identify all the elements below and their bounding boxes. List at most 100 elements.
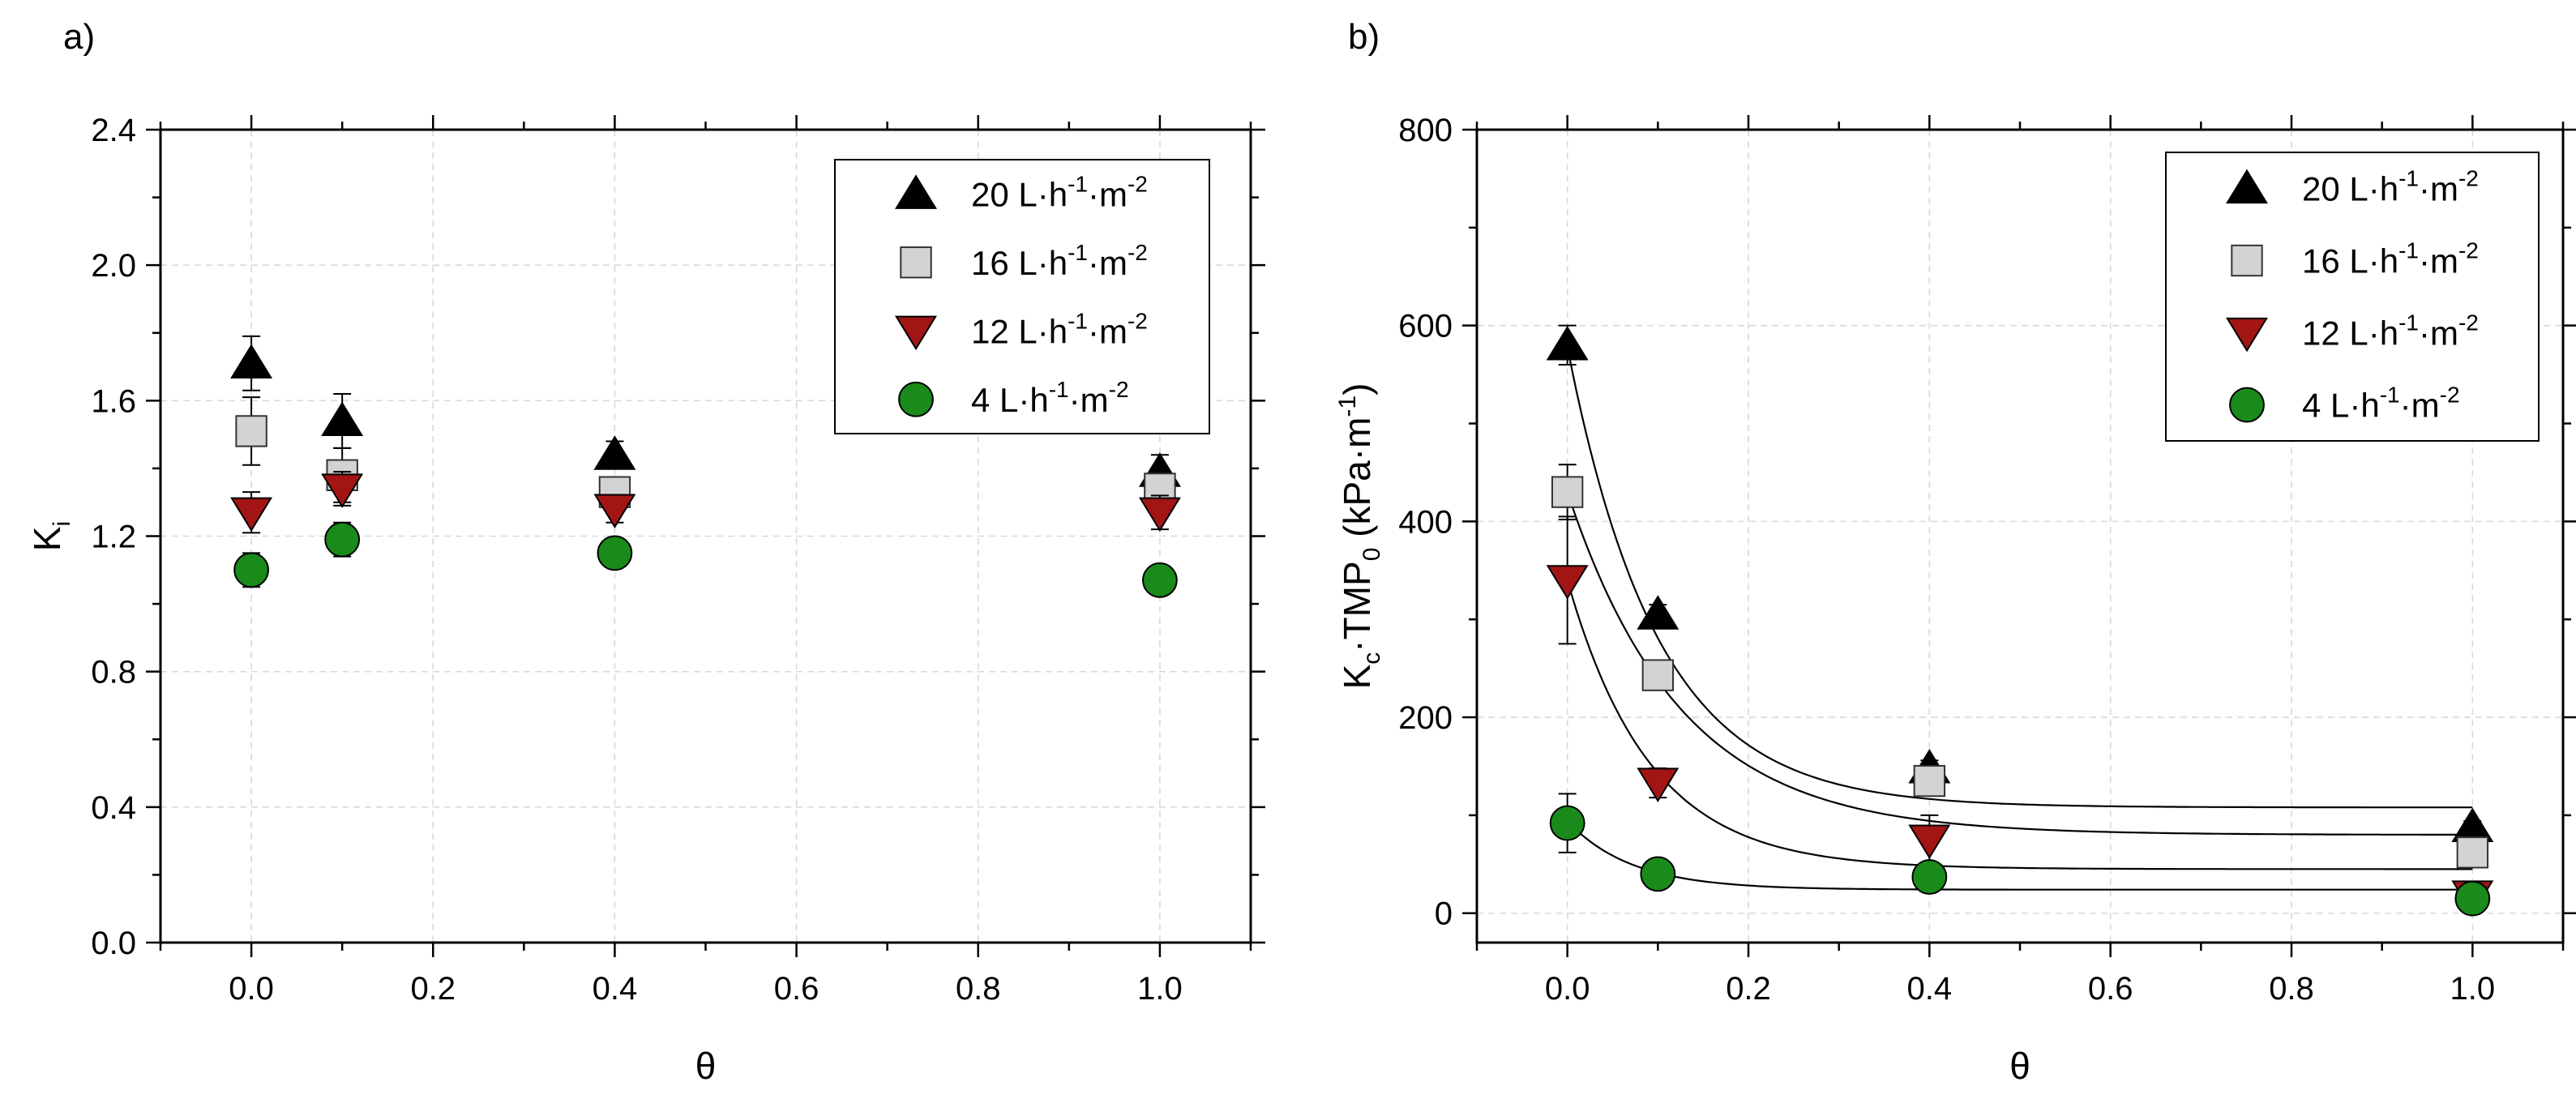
y-tick-label: 0.8 (91, 655, 136, 691)
legend-label-sup: -2 (2458, 238, 2479, 263)
x-tick-label: 1.0 (2450, 971, 2496, 1007)
x-tick-label: 1.0 (1137, 971, 1183, 1007)
legend-marker (2226, 317, 2268, 353)
legend-label-sup: -1 (2398, 238, 2419, 263)
y-title-main: K (1336, 664, 1378, 689)
fit-curve (1566, 491, 2473, 836)
data-point (230, 497, 273, 532)
legend-label-sup: -1 (2380, 383, 2400, 408)
fit-curve (1566, 579, 2473, 870)
legend: 20 L·h-1·m-216 L·h-1·m-212 L·h-1·m-24 L·… (2165, 152, 2540, 442)
y-axis-title: Kc·TMP0 (kPa·m-1) (1334, 383, 1385, 690)
data-point (2451, 807, 2494, 843)
y-title-units-sup: -1 (1334, 396, 1361, 417)
x-axis-title: θ (2009, 1045, 2030, 1087)
legend-label: 12 L·h-1·m-2 (971, 308, 1148, 350)
y-axis-title: Ki (26, 521, 75, 551)
legend-label: 16 L·h-1·m-2 (971, 240, 1148, 282)
data-point (230, 344, 273, 378)
x-tick-label: 0.6 (774, 971, 819, 1007)
data-point (1138, 497, 1181, 532)
x-tick-label: 0.2 (410, 971, 456, 1007)
fit-curve (1566, 820, 2473, 891)
legend-label: 12 L·h-1·m-2 (2302, 310, 2479, 353)
legend-label-text: ·m (2419, 242, 2458, 280)
y-tick-label: 400 (1398, 504, 1453, 540)
legend-label-text: ·m (1088, 175, 1128, 213)
data-point (2456, 836, 2489, 869)
y-tick-label: 0 (1435, 896, 1453, 932)
y-tick-label: 0.4 (91, 790, 136, 826)
data-point (1546, 325, 1589, 361)
legend-marker (2229, 387, 2265, 423)
data-point (1637, 768, 1680, 802)
data-point (1641, 659, 1675, 691)
panel-b: b) 0.0 0.2 0.4 0.6 0.8 1.0 0 200 400 600 800 θ Kc·TMP… (1334, 17, 2576, 1087)
legend-label-sup: -1 (2398, 166, 2419, 191)
data-point (1549, 805, 1585, 841)
y-tick-label: 2.4 (91, 113, 136, 148)
legend-label-text: ·m (1088, 244, 1128, 282)
series-3 (1549, 793, 2491, 917)
x-tick-label: 0.4 (1907, 971, 1953, 1007)
legend-label: 20 L·h-1·m-2 (2302, 166, 2479, 208)
legend-label-sup: -2 (1128, 171, 1148, 196)
series-2 (1546, 515, 2494, 915)
legend-label-sup: -1 (2398, 310, 2419, 336)
data-point (1640, 856, 1676, 892)
x-tick-label: 0.8 (956, 971, 1001, 1007)
data-point (593, 435, 636, 470)
panel-label: b) (1348, 17, 1380, 57)
series-2 (230, 471, 1181, 534)
legend-marker (900, 246, 932, 279)
legend-label: 4 L·h-1·m-2 (971, 377, 1129, 419)
legend-label: 4 L·h-1·m-2 (2302, 383, 2460, 425)
legend-label-text: ·m (2419, 314, 2458, 353)
legend-label-text: ·m (2400, 387, 2440, 425)
y-title-subscript: c (1359, 652, 1385, 665)
data-point (1551, 476, 1584, 508)
legend-label-sup: -1 (1068, 171, 1088, 196)
x-axis-title: θ (695, 1045, 717, 1087)
y-title-units: (kPa·m (1336, 417, 1378, 548)
data-point (2454, 880, 2491, 917)
x-tick-label: 0.6 (2088, 971, 2133, 1007)
x-tick-label: 0.8 (2269, 971, 2314, 1007)
legend-label-sup: -2 (2458, 310, 2479, 336)
legend-label-sup: -1 (1068, 240, 1088, 265)
series-layer (230, 335, 1181, 598)
y-title-subscript: i (49, 521, 75, 527)
y-tick-label: 1.2 (91, 520, 136, 555)
data-point (235, 415, 267, 447)
legend-label-text: 16 L·h (971, 244, 1068, 282)
legend: 20 L·h-1·m-216 L·h-1·m-212 L·h-1·m-24 L·… (834, 159, 1210, 434)
legend-label-text: ·m (2419, 170, 2458, 208)
y-tick-label: 1.6 (91, 383, 136, 419)
data-point (593, 494, 636, 528)
y-title-mid: ·TMP (1336, 561, 1378, 652)
legend-label-text: ·m (1088, 312, 1128, 350)
y-tick-label: 200 (1398, 700, 1453, 736)
panel-label: a) (63, 17, 95, 57)
legend-label-text: 4 L·h (971, 381, 1049, 419)
data-point (1913, 764, 1946, 798)
x-tick-label: 0.0 (1545, 971, 1590, 1007)
data-point (1637, 595, 1680, 630)
legend-label-sup: -2 (2458, 166, 2479, 191)
legend-marker (2231, 244, 2263, 277)
data-point (321, 401, 364, 437)
data-point (1142, 562, 1178, 598)
panel-a: a) 0.0 0.2 0.4 0.6 0.8 1.0 0.0 0.4 0.8 1.2 1.6 2.0 2.… (26, 17, 1265, 1087)
y-title-close: ) (1336, 383, 1378, 396)
ticks (1462, 115, 2576, 957)
data-point (1908, 824, 1951, 860)
legend-label-sup: -2 (1109, 377, 1129, 402)
data-point (321, 473, 364, 508)
y-tick-label: 0.0 (91, 926, 136, 961)
data-point (597, 535, 633, 571)
x-tick-label: 0.0 (229, 971, 274, 1007)
y-tick-label: 800 (1398, 113, 1453, 148)
legend-marker (898, 381, 934, 417)
